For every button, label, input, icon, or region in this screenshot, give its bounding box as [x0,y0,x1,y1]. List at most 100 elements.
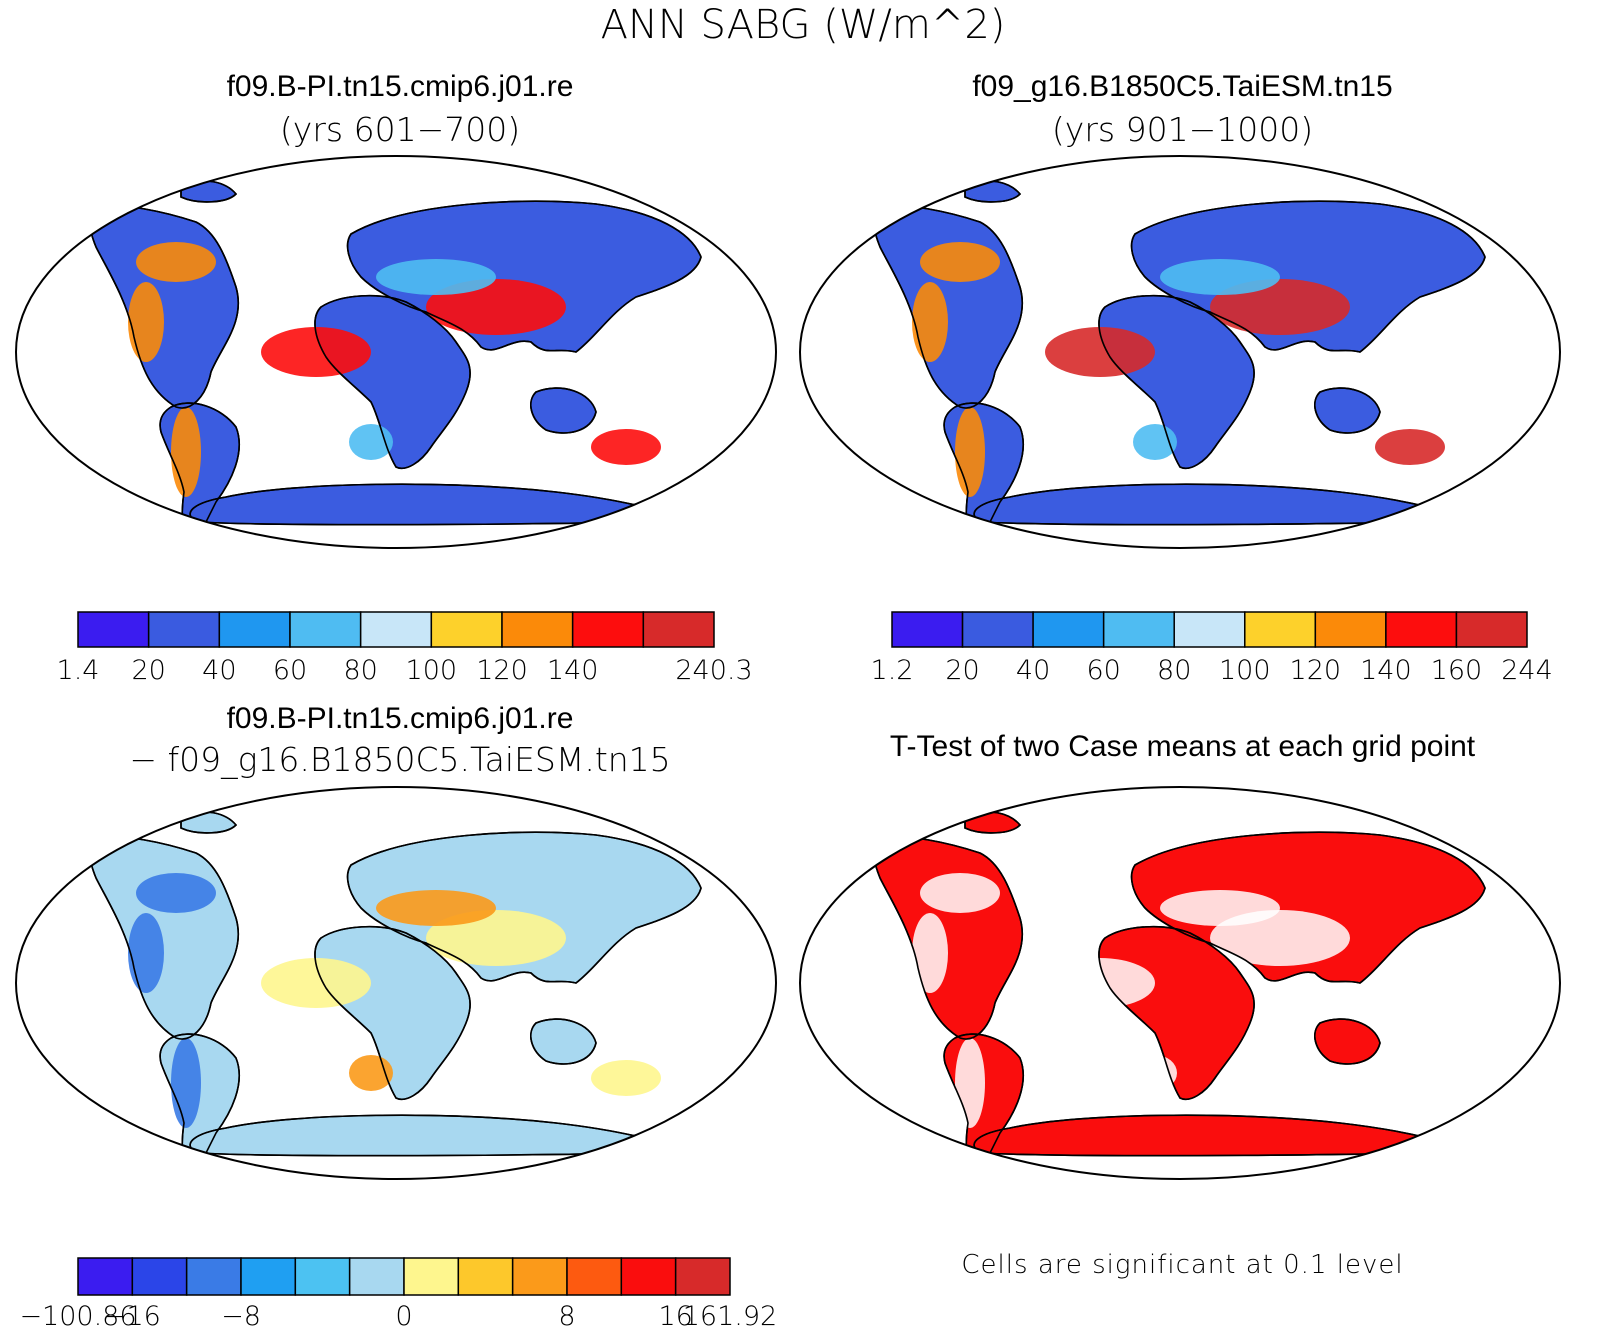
colorbar-tick-label: 60 [273,655,307,686]
field-anomaly-patch [1160,890,1280,926]
field-anomaly-patch [261,958,371,1008]
field-anomaly-patch [171,1038,201,1128]
colorbar-tick-label: −8 [221,1301,261,1327]
colorbar-tick-label: 20 [131,655,165,686]
field-anomaly-patch [1133,424,1177,460]
colorbar-swatch [891,611,964,648]
colorbar-swatch [457,1257,514,1296]
colorbar-case2: 1.2 20 40 60 80 100 120 140 160 244 [871,611,1553,686]
colorbar-swatch [1244,611,1317,648]
panel-4-title: T-Test of two Case means at each grid po… [889,730,1476,763]
panel-2-subtitle: (yrs 901−1000) [1051,110,1314,149]
field-anomaly-patch [1045,958,1155,1008]
panel-2-title: f09_g16.B1850C5.TaiESM.tn15 [972,70,1393,103]
colorbar-tick-label: 8 [558,1301,575,1327]
field-anomaly-patch [376,890,496,926]
panel-1-subtitle: (yrs 601−700) [279,110,521,149]
colorbar-swatch [77,611,150,648]
colorbar-tick-label: 60 [1086,655,1120,686]
field-anomaly-patch [591,429,661,465]
colorbar-tick-label: 40 [202,655,236,686]
colorbar-swatch [185,1257,242,1296]
colorbar-tick-label: 120 [1290,655,1342,686]
colorbar-swatch [620,1257,677,1296]
colorbar-case1: 1.4 20 40 60 80 100 120 140 240.3 [57,611,753,686]
colorbar-swatch [289,611,362,648]
field-anomaly-patch [920,242,1000,282]
colorbar-tick-label: 80 [1157,655,1191,686]
field-anomaly-patch [349,1055,393,1091]
colorbar-swatch [1032,611,1105,648]
field-anomaly-patch [136,242,216,282]
colorbar-swatch [359,611,433,648]
colorbar-tick-label: 16 [658,1301,692,1327]
colorbar-swatch [571,611,645,648]
colorbar-tick-label: 80 [343,655,377,686]
panel-1-title: f09.B-PI.tn15.cmip6.j01.re [226,70,574,103]
field-anomaly-patch [1133,1055,1177,1091]
field-anomaly-patch [1375,1060,1445,1096]
map-border [15,155,777,549]
colorbar-swatch [218,611,291,648]
colorbar-tick-label: 161.92 [683,1301,777,1327]
field-anomaly-patch [1375,429,1445,465]
field-anomaly-patch [1045,327,1155,377]
colorbar-swatch [1173,611,1246,648]
field-anomaly-patch [920,873,1000,913]
map-border [799,786,1561,1180]
colorbar-swatch [961,611,1034,648]
figure-title: ANN SABG (W/m^2) [600,2,1006,48]
colorbar-swatch [77,1257,134,1296]
panel-3-title: f09.B-PI.tn15.cmip6.j01.re [226,702,574,735]
colorbar-swatch [240,1257,297,1296]
colorbar-swatch [147,611,221,648]
field-anomaly-patch [1160,259,1280,295]
field-anomaly-patch [128,282,164,362]
colorbar-tick-label: 0 [395,1301,412,1327]
colorbar-swatch [1455,611,1528,648]
field-anomaly-patch [261,327,371,377]
map-border [15,786,777,1180]
colorbar-tick-label: 120 [476,655,528,686]
field-anomaly-patch [136,873,216,913]
colorbar-tick-label: −16 [104,1301,161,1327]
field-anomaly-patch [955,1038,985,1128]
colorbar-tick-label: 1.4 [57,655,100,686]
field-anomaly-patch [912,282,948,362]
significance-note: Cells are significant at 0.1 level [961,1250,1404,1280]
colorbar-tick-label: 160 [1431,655,1483,686]
map-case1 [15,155,777,549]
field-anomaly-patch [955,407,985,497]
colorbar-swatch [674,1257,731,1296]
field-anomaly-patch [912,913,948,993]
colorbar-tick-label: 100 [406,655,458,686]
colorbar-swatch [131,1257,188,1296]
colorbar-swatch [642,611,715,648]
map-border [799,155,1561,549]
colorbar-swatch [348,1257,405,1296]
map-diff [15,786,777,1180]
colorbar-swatch [1385,611,1458,648]
colorbar-swatch [1314,611,1387,648]
colorbar-swatch [403,1257,460,1296]
colorbar-tick-label: 244 [1501,655,1553,686]
colorbar-tick-label: 20 [945,655,979,686]
colorbar-tick-label: 1.2 [871,655,914,686]
field-anomaly-patch [128,913,164,993]
colorbar-tick-label: 40 [1016,655,1050,686]
colorbar-swatch [1102,611,1175,648]
map-ttest [799,786,1561,1180]
colorbar-swatch [294,1257,351,1296]
field-anomaly-patch [591,1060,661,1096]
colorbar-tick-label: −100.86 [19,1301,136,1327]
colorbar-tick-label: 140 [1360,655,1412,686]
field-anomaly-patch [376,259,496,295]
colorbar-swatch [430,611,503,648]
colorbar-swatch [511,1257,568,1296]
colorbar-swatch [501,611,574,648]
field-anomaly-patch [171,407,201,497]
colorbar-swatch [566,1257,623,1296]
colorbar-tick-label: 100 [1219,655,1271,686]
